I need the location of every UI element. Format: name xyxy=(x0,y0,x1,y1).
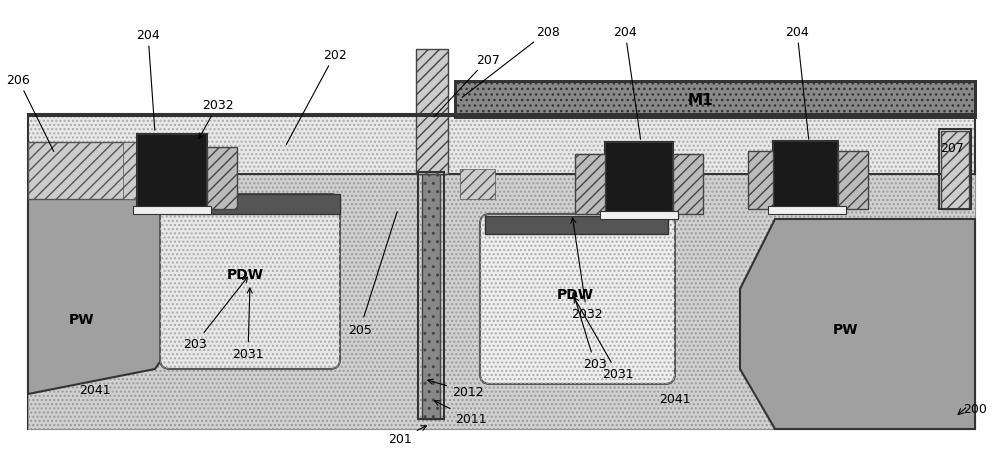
FancyBboxPatch shape xyxy=(838,152,868,210)
FancyBboxPatch shape xyxy=(941,131,969,210)
FancyBboxPatch shape xyxy=(28,115,975,175)
FancyBboxPatch shape xyxy=(673,155,703,214)
FancyBboxPatch shape xyxy=(748,152,773,210)
Bar xyxy=(455,82,975,118)
FancyBboxPatch shape xyxy=(455,82,975,118)
Text: PW: PW xyxy=(832,322,858,336)
Text: 207: 207 xyxy=(940,141,964,154)
FancyBboxPatch shape xyxy=(123,143,143,200)
Text: 205: 205 xyxy=(348,212,397,336)
Text: 204: 204 xyxy=(785,25,809,140)
Text: 207: 207 xyxy=(434,53,500,118)
Bar xyxy=(768,207,846,214)
Text: 201: 201 xyxy=(388,426,426,445)
Text: 206: 206 xyxy=(6,73,54,152)
Bar xyxy=(137,135,207,210)
FancyBboxPatch shape xyxy=(160,195,340,369)
Bar xyxy=(605,143,673,214)
Bar xyxy=(600,212,678,219)
Text: 2031: 2031 xyxy=(232,288,264,361)
Text: PDW: PDW xyxy=(226,268,264,281)
FancyBboxPatch shape xyxy=(207,148,237,210)
FancyBboxPatch shape xyxy=(422,175,440,419)
Text: 2031: 2031 xyxy=(574,298,634,381)
FancyBboxPatch shape xyxy=(28,175,975,429)
Text: 2032: 2032 xyxy=(199,98,234,139)
Text: 2032: 2032 xyxy=(571,218,603,321)
Text: 203: 203 xyxy=(183,278,248,351)
Text: 200: 200 xyxy=(963,403,987,415)
Bar xyxy=(165,195,340,214)
Text: 2011: 2011 xyxy=(435,401,487,425)
Polygon shape xyxy=(740,219,975,429)
FancyBboxPatch shape xyxy=(480,214,675,384)
FancyBboxPatch shape xyxy=(416,50,448,175)
Text: M1: M1 xyxy=(687,92,713,107)
Bar xyxy=(28,115,975,175)
FancyBboxPatch shape xyxy=(28,143,138,200)
Bar xyxy=(133,207,211,214)
Text: 2012: 2012 xyxy=(428,379,484,399)
Bar xyxy=(28,114,975,118)
Text: 208: 208 xyxy=(462,25,560,98)
Text: PDW: PDW xyxy=(556,288,594,301)
Text: 202: 202 xyxy=(286,48,347,145)
FancyBboxPatch shape xyxy=(460,170,495,200)
Bar xyxy=(485,217,668,234)
Text: 2041: 2041 xyxy=(79,383,111,396)
Bar xyxy=(939,130,971,210)
Text: 204: 204 xyxy=(613,25,641,140)
Polygon shape xyxy=(28,200,190,394)
Bar xyxy=(418,172,444,419)
Bar xyxy=(28,175,975,429)
FancyBboxPatch shape xyxy=(575,155,605,214)
Text: 204: 204 xyxy=(136,29,160,131)
Bar xyxy=(773,142,838,210)
Text: 203: 203 xyxy=(572,293,607,371)
Text: PW: PW xyxy=(69,312,95,326)
Text: 2041: 2041 xyxy=(659,393,691,405)
